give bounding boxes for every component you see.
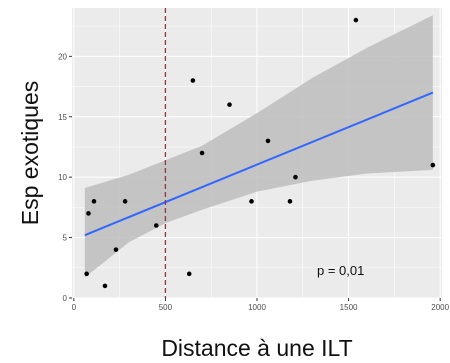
p-value-annotation: p = 0,01: [317, 263, 364, 278]
data-point: [186, 271, 192, 277]
data-point: [91, 199, 97, 204]
x-tick-label: 0: [72, 303, 77, 312]
data-point: [293, 174, 298, 180]
y-tick-label: 15: [58, 113, 67, 122]
data-point: [199, 150, 205, 156]
y-tick-label: 5: [63, 234, 68, 243]
y-tick-label: 10: [58, 173, 67, 182]
data-point: [227, 102, 232, 107]
data-point: [265, 138, 271, 144]
data-point: [122, 199, 128, 204]
x-axis-ticks: 0 500 1000 1500 2000: [72, 298, 450, 312]
x-tick-label: 500: [159, 303, 173, 312]
x-tick-label: 1500: [340, 303, 358, 312]
data-point: [102, 283, 108, 289]
data-point: [153, 223, 159, 228]
data-point: [249, 199, 254, 204]
points-layer: [84, 17, 436, 289]
confidence-band-layer: [84, 15, 433, 278]
y-axis-ticks: 0 5 10 15 20: [58, 52, 72, 303]
data-point: [113, 247, 119, 252]
x-axis-title: Distance à une ILT: [161, 335, 352, 361]
data-point: [84, 271, 89, 277]
data-point: [430, 162, 436, 168]
x-tick-label: 2000: [431, 303, 449, 312]
confidence-band: [84, 15, 433, 278]
data-point: [86, 211, 91, 216]
y-axis-title: Esp exotiques: [17, 81, 43, 225]
y-tick-label: 0: [63, 294, 68, 303]
x-tick-label: 1000: [248, 303, 266, 312]
y-tick-label: 20: [58, 52, 67, 61]
data-point: [287, 199, 293, 204]
regression-line: [84, 91, 434, 237]
data-point: [190, 78, 196, 83]
fit-line-layer: [84, 91, 434, 237]
data-point: [353, 17, 359, 23]
